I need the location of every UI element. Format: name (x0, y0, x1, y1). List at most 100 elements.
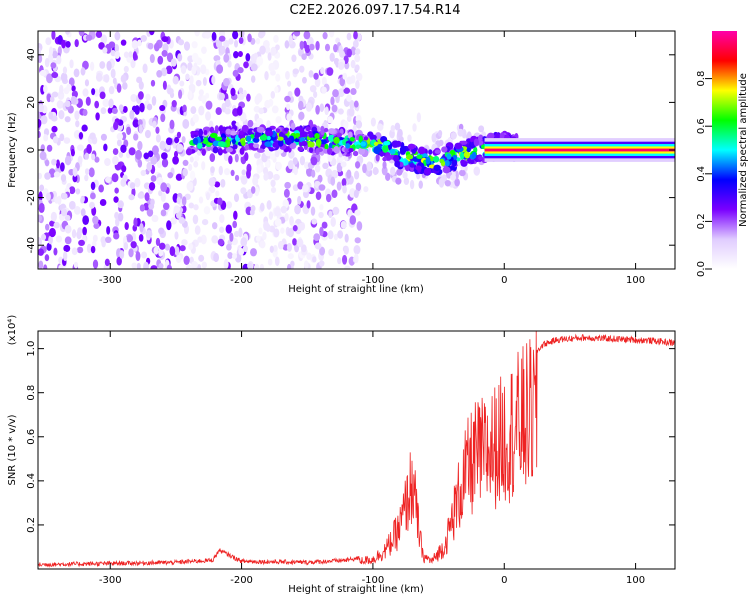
heatmap-cell (122, 105, 128, 113)
heatmap-cell (142, 63, 148, 74)
heatmap-cell (132, 51, 138, 61)
heatmap-cell (354, 48, 361, 55)
heatmap-cell (226, 201, 233, 209)
heatmap-cell (160, 113, 166, 123)
heatmap-cell (381, 165, 388, 176)
heatmap-cell (171, 100, 177, 108)
heatmap-cell (153, 246, 159, 255)
heatmap-cell (247, 33, 252, 43)
heatmap-cell (64, 155, 72, 166)
heatmap-cell (478, 125, 485, 133)
heatmap-cell (66, 83, 72, 92)
heatmap-cell (402, 171, 408, 179)
heatmap-cell (116, 256, 122, 266)
heatmap-cell (350, 87, 357, 96)
heatmap-cell (192, 113, 199, 123)
heatmap-cell (283, 188, 290, 198)
heatmap-cell (425, 156, 431, 165)
heatmap-cell (60, 174, 67, 182)
heatmap-cell (201, 46, 207, 54)
heatmap-cell (218, 92, 225, 101)
heatmap-cell (123, 51, 129, 58)
heatmap-cell (250, 134, 255, 139)
heatmap-cell (169, 246, 176, 257)
heatmap-cell (159, 140, 166, 151)
heatmap-cell (53, 247, 58, 256)
heatmap-cell (147, 42, 154, 50)
heatmap-cell (92, 259, 99, 269)
colorbar-tick-label: 0.6 (696, 118, 707, 134)
heatmap-cell (259, 240, 266, 249)
heatmap-cell (478, 155, 483, 161)
heatmap-cell (178, 217, 186, 224)
heatmap-cell (329, 31, 335, 38)
heatmap-cell (144, 129, 151, 139)
heatmap-cell (65, 31, 71, 35)
heatmap-cell (45, 192, 51, 201)
heatmap-cell (306, 252, 312, 260)
heatmap-cell (145, 93, 151, 101)
heatmap-cell (70, 95, 77, 105)
heatmap-cell (332, 89, 339, 98)
heatmap-cell (433, 155, 440, 163)
heatmap-cell (129, 109, 135, 120)
heatmap-cell (123, 242, 129, 251)
heatmap-cell (80, 208, 86, 217)
heatmap-cell (232, 69, 239, 77)
heatmap-cell (204, 31, 211, 39)
heatmap-cell (150, 79, 156, 87)
heatmap-cell (394, 160, 401, 168)
heatmap-cell (176, 143, 184, 153)
heatmap-cell (189, 156, 194, 163)
heatmap-cell (226, 243, 232, 251)
heatmap-cell (280, 205, 287, 214)
heatmap-cell (355, 120, 363, 129)
heatmap-cell (82, 215, 90, 225)
heatmap-cell (82, 109, 88, 117)
heatmap-cell (167, 87, 174, 95)
heatmap-cell (38, 172, 43, 180)
heatmap-cell (308, 70, 314, 78)
heatmap-cell (438, 130, 443, 137)
heatmap-cell (338, 61, 345, 70)
y-tick-label: -40 (26, 237, 37, 253)
heatmap-cell (189, 75, 194, 85)
heatmap-cell (197, 264, 202, 269)
heatmap-cell (349, 136, 355, 142)
heatmap-cell (343, 87, 351, 94)
heatmap-cell (313, 72, 319, 80)
heatmap-cell (256, 56, 264, 66)
heatmap-cell (274, 149, 280, 158)
heatmap-cell (385, 172, 391, 182)
heatmap-cell (102, 98, 110, 108)
heatmap-cell (284, 181, 291, 189)
y-tick-label: 0.4 (26, 473, 37, 489)
heatmap-cell (124, 222, 129, 231)
heatmap-cell (84, 174, 89, 182)
heatmap-cell (58, 264, 64, 269)
heatmap-cell (266, 135, 271, 141)
heatmap-cell (337, 230, 344, 239)
heatmap-cell (232, 253, 238, 260)
heatmap-cell (39, 69, 47, 77)
heatmap-cell (274, 218, 282, 227)
heatmap-cell (418, 180, 423, 189)
heatmap-cell (321, 221, 328, 229)
heatmap-cell (100, 107, 107, 115)
heatmap-cell (160, 209, 167, 217)
heatmap-cell (233, 210, 238, 220)
heatmap-cell (100, 34, 108, 45)
heatmap-cell (311, 218, 318, 225)
heatmap-cell (53, 171, 61, 178)
heatmap-cell (238, 248, 245, 256)
heatmap-cell (52, 136, 59, 144)
heatmap-cell (327, 115, 334, 124)
heatmap-cell (122, 174, 128, 182)
heatmap-cell (301, 140, 308, 147)
heatmap-cell (55, 159, 60, 169)
heatmap-cell (329, 52, 335, 62)
heatmap-cell (196, 142, 203, 149)
heatmap-cell (103, 74, 110, 83)
heatmap-cell (45, 223, 50, 231)
heatmap-cell (49, 96, 55, 103)
